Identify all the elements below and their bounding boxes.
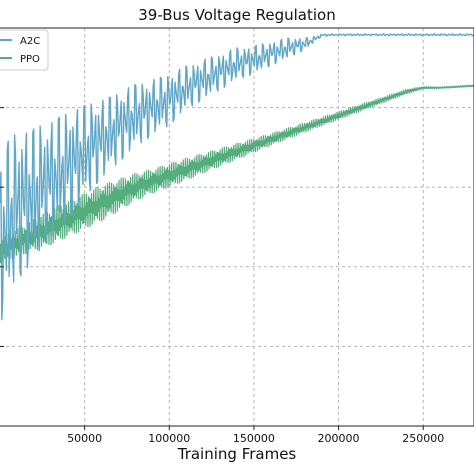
x-tick-label: 200000 xyxy=(318,432,360,445)
series-layer xyxy=(0,33,474,321)
legend-label-ppo: PPO xyxy=(20,54,40,65)
series-line-a2c xyxy=(0,33,474,321)
x-axis-label: Training Frames xyxy=(177,445,297,463)
series-line-ppo xyxy=(0,84,474,264)
legend: A2C PPO xyxy=(0,29,49,71)
x-tick-label: 250000 xyxy=(402,432,444,445)
x-axis-ticks: 50000 100000 150000 200000 250000 xyxy=(0,107,444,445)
x-tick-label: 150000 xyxy=(233,432,275,445)
x-tick-label: 100000 xyxy=(148,432,190,445)
chart-title: 39-Bus Voltage Regulation xyxy=(138,6,335,24)
legend-label-a2c: A2C xyxy=(20,36,40,47)
x-tick-label: 50000 xyxy=(67,432,102,445)
plot-frame xyxy=(0,27,474,427)
